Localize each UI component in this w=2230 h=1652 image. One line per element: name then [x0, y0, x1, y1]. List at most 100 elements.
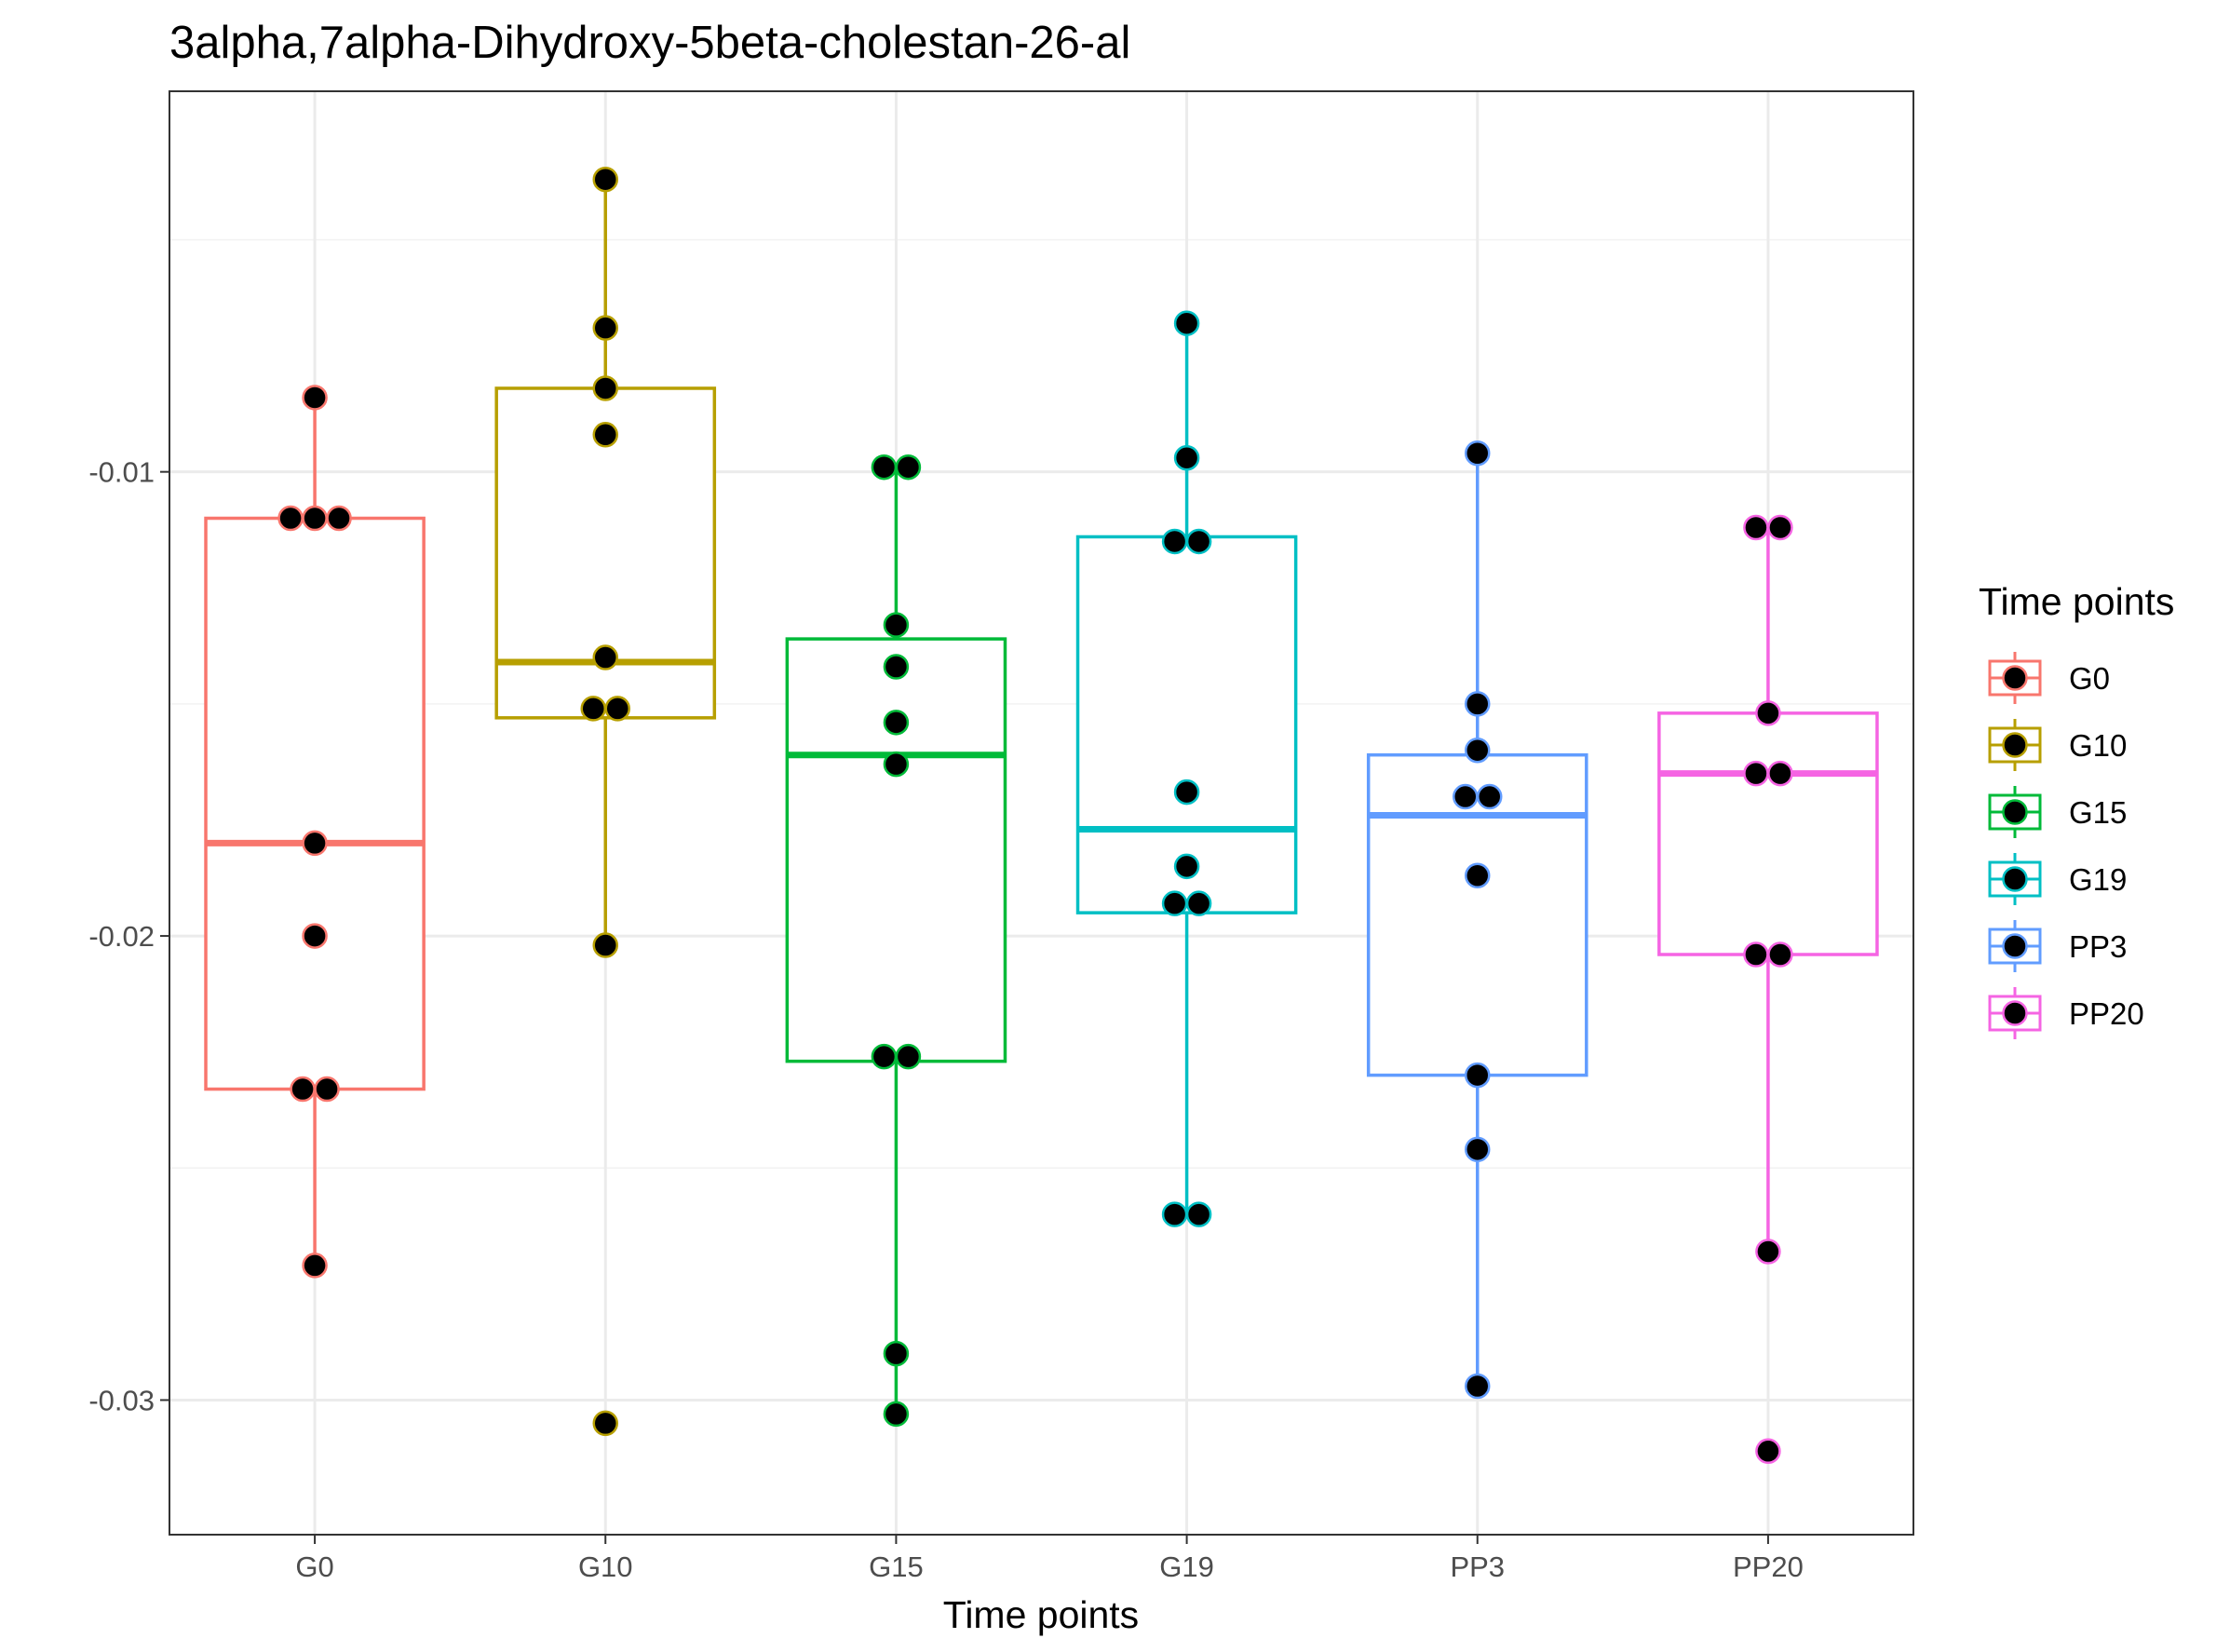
data-point	[580, 696, 606, 722]
legend-point	[2002, 665, 2028, 691]
data-point	[1185, 1201, 1212, 1227]
x-tick-label: G19	[1159, 1550, 1214, 1583]
data-point	[302, 923, 328, 949]
box-iqr	[1657, 711, 1879, 956]
data-point	[302, 505, 328, 532]
data-point	[1743, 514, 1769, 541]
legend-item-G0: G0	[1988, 652, 2110, 704]
data-point	[883, 710, 910, 736]
x-tick-label: PP3	[1450, 1550, 1505, 1583]
data-point	[1465, 862, 1491, 889]
data-point	[895, 454, 922, 481]
legend-item-G15: G15	[1988, 786, 2127, 838]
x-tick-label: G10	[578, 1550, 633, 1583]
data-point	[592, 375, 618, 401]
legend-point	[2002, 866, 2028, 892]
data-point	[871, 454, 898, 481]
data-point	[1465, 1062, 1491, 1089]
data-point	[314, 1076, 340, 1103]
x-axis-ticks: G0 G10 G15 G19 PP3 PP20	[295, 1535, 1804, 1583]
data-point	[1755, 1438, 1781, 1465]
data-point	[1465, 737, 1491, 764]
data-point	[1743, 941, 1769, 968]
legend-label: G10	[2069, 728, 2127, 763]
data-point	[1161, 1201, 1188, 1227]
x-tick-label: PP20	[1733, 1550, 1804, 1583]
legend-item-PP20: PP20	[1988, 987, 2144, 1039]
chart-title: 3alpha,7alpha-Dihydroxy-5beta-cholestan-…	[169, 18, 1130, 68]
y-axis-ticks: -0.01 -0.02 -0.03	[88, 456, 169, 1416]
data-point	[302, 385, 328, 411]
y-tick-label: -0.03	[88, 1384, 155, 1416]
data-point	[1173, 310, 1200, 336]
legend-item-PP3: PP3	[1988, 920, 2127, 972]
data-point	[592, 422, 618, 448]
x-tick-label: G0	[295, 1550, 333, 1583]
legend-point	[2002, 799, 2028, 825]
data-point	[1453, 783, 1479, 810]
data-point	[1185, 528, 1212, 555]
data-point	[1465, 1136, 1491, 1163]
legend-label: PP20	[2069, 996, 2144, 1031]
data-point	[1465, 440, 1491, 467]
box-PP20	[1657, 527, 1879, 1252]
data-point	[1173, 444, 1200, 471]
data-point	[604, 696, 630, 722]
data-point	[1477, 783, 1503, 810]
data-point	[302, 830, 328, 857]
y-tick-label: -0.01	[88, 456, 155, 489]
data-point	[1767, 760, 1793, 787]
box-iqr	[785, 637, 1007, 1063]
box-iqr	[1075, 535, 1298, 914]
data-point	[1465, 1373, 1491, 1400]
box-G15	[785, 467, 1007, 1415]
data-point	[883, 612, 910, 638]
legend-point	[2002, 732, 2028, 758]
data-point	[1755, 1239, 1781, 1265]
data-point	[883, 654, 910, 680]
data-point	[1173, 853, 1200, 880]
x-tick-label: G15	[869, 1550, 924, 1583]
data-point	[326, 505, 352, 532]
data-point	[1743, 760, 1769, 787]
data-point	[1185, 890, 1212, 916]
data-point	[871, 1043, 898, 1070]
data-point	[592, 932, 618, 958]
data-point	[895, 1043, 922, 1070]
legend-label: G0	[2069, 661, 2110, 696]
legend-point	[2002, 933, 2028, 959]
data-point	[302, 1253, 328, 1279]
data-point	[883, 751, 910, 778]
data-point	[1161, 890, 1188, 916]
data-point	[290, 1076, 316, 1103]
data-point	[1465, 691, 1491, 717]
box-G19	[1075, 323, 1298, 1215]
legend-item-G19: G19	[1988, 853, 2127, 905]
data-point	[277, 505, 304, 532]
legend-point	[2002, 1000, 2028, 1026]
data-point	[883, 1340, 910, 1367]
data-point	[592, 644, 618, 670]
data-point	[592, 1410, 618, 1437]
box-iqr	[1366, 752, 1588, 1077]
data-point	[1161, 528, 1188, 555]
data-point	[1767, 514, 1793, 541]
data-point	[1755, 700, 1781, 726]
legend-label: PP3	[2069, 929, 2127, 964]
legend: Time points G0 G10 G15 G19 PP3 PP20	[1979, 580, 2174, 1039]
legend-item-G10: G10	[1988, 719, 2127, 771]
data-point	[592, 166, 618, 193]
data-point	[883, 1401, 910, 1428]
x-axis-title: Time points	[943, 1593, 1139, 1636]
data-point	[1767, 941, 1793, 968]
legend-label: G19	[2069, 862, 2127, 897]
box-iqr	[204, 516, 426, 1091]
legend-title: Time points	[1979, 580, 2174, 623]
data-point	[1173, 779, 1200, 806]
y-tick-label: -0.02	[88, 920, 155, 953]
legend-label: G15	[2069, 795, 2127, 830]
data-point	[592, 315, 618, 341]
plot-panel	[169, 90, 1914, 1536]
panel-border	[169, 90, 1914, 1536]
